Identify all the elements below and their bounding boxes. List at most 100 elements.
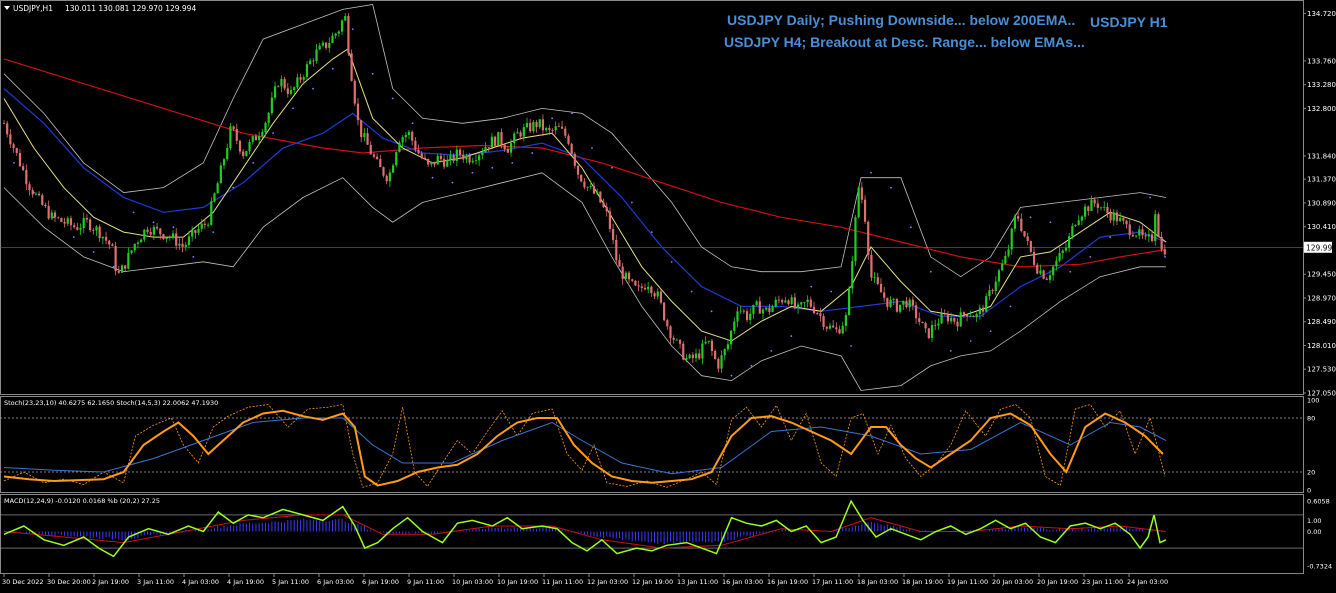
candle-body: [1112, 212, 1115, 221]
candle-body: [382, 167, 385, 176]
candle-body: [404, 135, 407, 138]
sar-dot: [630, 201, 633, 204]
candle-body: [264, 122, 267, 133]
candle-body: [1055, 260, 1058, 267]
candle-body: [532, 121, 535, 132]
candle-body: [442, 159, 446, 167]
sar-dot: [252, 161, 255, 164]
candle-body: [883, 292, 886, 298]
candle-body: [749, 313, 752, 320]
candle-body: [710, 340, 714, 351]
x-tick-label: 9 Jan 11:00: [407, 578, 444, 586]
candle-body: [924, 323, 927, 329]
candle-body: [203, 223, 207, 225]
sar-dot: [32, 191, 35, 194]
candle-body: [908, 299, 911, 308]
candle-body: [914, 305, 918, 319]
candle-body: [516, 132, 519, 134]
candle-body: [347, 16, 350, 54]
sar-dot: [949, 350, 952, 352]
candle-body: [860, 187, 863, 200]
candle-body: [870, 254, 873, 278]
macd-y-tick-label: 0.6058: [1307, 498, 1330, 506]
sar-dot: [431, 176, 434, 179]
candle-body: [771, 306, 774, 312]
candle-body: [277, 86, 280, 88]
candle-body: [283, 78, 286, 89]
candle-body: [411, 131, 414, 141]
candle-body: [768, 307, 771, 312]
candle-body: [286, 88, 289, 94]
candle-body: [1020, 218, 1023, 232]
candle-body: [790, 297, 793, 305]
candle-body: [315, 49, 318, 62]
candle-body: [851, 261, 854, 289]
candle-body: [1074, 224, 1077, 226]
annotation-h4: USDJPY H4; Breakout at Desc. Range... be…: [724, 34, 1085, 50]
candle-body: [659, 291, 663, 303]
sar-dot: [790, 335, 793, 337]
y-tick-label: 131.840: [1307, 152, 1336, 160]
candle-body: [950, 317, 953, 322]
sar-dot: [830, 290, 833, 293]
y-tick-label: 129.450: [1307, 271, 1336, 279]
stoch-y-tick-label: 0: [1307, 487, 1311, 495]
sar-dot: [132, 211, 135, 214]
candle-body: [1144, 235, 1147, 237]
candle-body: [1004, 255, 1007, 264]
header-dropdown-icon[interactable]: [4, 6, 10, 10]
candle-body: [458, 149, 462, 155]
candle-body: [1099, 207, 1103, 209]
candle-body: [1125, 220, 1128, 225]
candle-body: [28, 184, 31, 190]
x-tick-label: 16 Jan 19:00: [767, 578, 808, 586]
candle-body: [1093, 199, 1096, 204]
x-tick-label: 2 Jan 19:00: [92, 578, 129, 586]
candle-body: [136, 242, 140, 244]
candle-body: [1131, 234, 1135, 237]
sar-dot: [870, 171, 872, 174]
candle-body: [398, 142, 401, 153]
candle-body: [436, 155, 439, 165]
candle-body: [812, 306, 816, 314]
x-tick-label: 30 Dec 20:00: [47, 578, 91, 586]
sar-dot: [411, 122, 414, 125]
candle-body: [376, 156, 379, 160]
candle-body: [18, 152, 22, 167]
price-y-axis: 134.720 133.760 133.280 132.800 131.840 131.3…: [1303, 10, 1336, 398]
stoch-signal-line: [3, 417, 1167, 475]
candle-body: [360, 120, 363, 138]
candle-body: [184, 245, 187, 247]
candle-body: [589, 186, 592, 187]
sar-dot: [232, 186, 235, 189]
x-tick-label: 18 Jan 19:00: [902, 578, 943, 586]
x-tick-label: 6 Jan 03:00: [317, 578, 354, 586]
candle-body: [130, 250, 133, 253]
candle-body: [63, 221, 66, 224]
x-tick-label: 17 Jan 11:00: [812, 578, 853, 586]
candle-body: [254, 136, 258, 141]
candle-body: [838, 329, 841, 334]
candle-body: [344, 16, 347, 21]
candle-body: [678, 339, 682, 344]
candle-body: [873, 277, 876, 279]
candle-body: [758, 301, 761, 314]
sar-dot: [1089, 255, 1092, 258]
candle-body: [650, 286, 653, 294]
candle-body: [672, 337, 675, 340]
candle-body: [356, 103, 360, 121]
candle-body: [946, 314, 950, 322]
candle-body: [1109, 213, 1112, 221]
y-tick-label: 127.050: [1307, 390, 1336, 398]
candle-body: [92, 230, 95, 231]
stoch-main-line: [3, 409, 1164, 487]
candle-body: [637, 285, 640, 287]
candle-body: [969, 316, 972, 318]
candle-body: [1160, 236, 1163, 250]
annotation-daily: USDJPY Daily; Pushing Downside... below …: [727, 12, 1076, 28]
macd-y-tick-label: -0.7324: [1307, 562, 1332, 570]
candle-body: [465, 155, 468, 160]
candle-body: [427, 158, 430, 165]
